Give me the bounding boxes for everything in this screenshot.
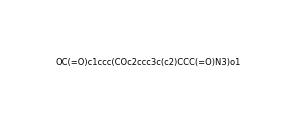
Text: OC(=O)c1ccc(COc2ccc3c(c2)CCC(=O)N3)o1: OC(=O)c1ccc(COc2ccc3c(c2)CCC(=O)N3)o1 [56,58,241,68]
